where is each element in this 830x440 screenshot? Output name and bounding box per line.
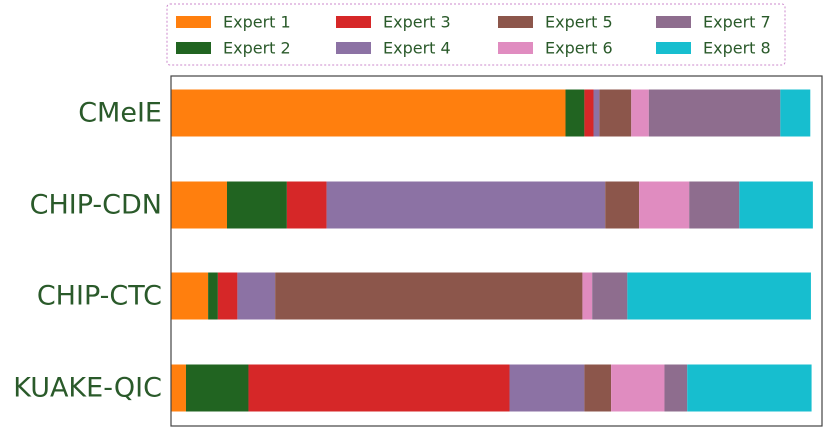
bar-segment-chip-ctc-expert-5 bbox=[275, 272, 583, 320]
y-tick-label: CHIP-CTC bbox=[37, 281, 162, 312]
y-tick-label: KUAKE-QIC bbox=[13, 373, 162, 404]
legend-swatch-expert-5 bbox=[498, 16, 533, 28]
legend-label-expert-2: Expert 2 bbox=[223, 39, 291, 58]
bar-segment-cmeie-expert-5 bbox=[599, 89, 632, 137]
bar-segment-chip-ctc-expert-6 bbox=[582, 272, 593, 320]
bar-segment-cmeie-expert-1 bbox=[171, 89, 566, 137]
bar-segment-kuake-qic-expert-2 bbox=[185, 364, 249, 412]
y-tick-label: CHIP-CDN bbox=[30, 190, 162, 221]
legend: Expert 1 Expert 2 Expert 3 Expert 4 Expert 5… bbox=[166, 3, 786, 66]
bars bbox=[171, 89, 813, 412]
bar-segment-kuake-qic-expert-5 bbox=[584, 364, 612, 412]
legend-swatch-expert-1 bbox=[176, 16, 211, 28]
bar-segment-chip-ctc-expert-1 bbox=[171, 272, 209, 320]
legend-swatch-expert-2 bbox=[176, 42, 211, 54]
bar-segment-kuake-qic-expert-3 bbox=[248, 364, 510, 412]
legend-box bbox=[166, 3, 786, 66]
bar-segment-cmeie-expert-3 bbox=[584, 89, 594, 137]
bar-segment-kuake-qic-expert-6 bbox=[611, 364, 665, 412]
legend-label-expert-7: Expert 7 bbox=[703, 13, 771, 32]
bar-segment-cmeie-expert-6 bbox=[631, 89, 649, 137]
bar-segment-cmeie-expert-8 bbox=[780, 89, 811, 137]
legend-label-expert-4: Expert 4 bbox=[383, 39, 451, 58]
legend-label-expert-8: Expert 8 bbox=[703, 39, 771, 58]
legend-label-expert-5: Expert 5 bbox=[545, 13, 613, 32]
legend-swatch-expert-7 bbox=[656, 16, 691, 28]
legend-swatch-expert-3 bbox=[336, 16, 371, 28]
legend-label-expert-1: Expert 1 bbox=[223, 13, 291, 32]
legend-label-expert-6: Expert 6 bbox=[545, 39, 613, 58]
bar-segment-chip-cdn-expert-7 bbox=[689, 181, 740, 229]
legend-label-expert-3: Expert 3 bbox=[383, 13, 451, 32]
bar-segment-cmeie-expert-2 bbox=[565, 89, 585, 137]
bar-segment-chip-cdn-expert-5 bbox=[605, 181, 640, 229]
bar-segment-chip-cdn-expert-6 bbox=[639, 181, 690, 229]
bar-segment-chip-ctc-expert-7 bbox=[592, 272, 628, 320]
bar-segment-chip-ctc-expert-3 bbox=[217, 272, 238, 320]
bar-segment-chip-cdn-expert-2 bbox=[226, 181, 287, 229]
bar-segment-kuake-qic-expert-7 bbox=[664, 364, 688, 412]
bar-segment-chip-cdn-expert-1 bbox=[171, 181, 227, 229]
bar-segment-kuake-qic-expert-4 bbox=[509, 364, 585, 412]
bar-segment-kuake-qic-expert-1 bbox=[171, 364, 186, 412]
bar-segment-chip-cdn-expert-3 bbox=[286, 181, 327, 229]
bar-segment-chip-ctc-expert-4 bbox=[237, 272, 276, 320]
bar-segment-kuake-qic-expert-8 bbox=[687, 364, 812, 412]
legend-swatch-expert-6 bbox=[498, 42, 533, 54]
bar-segment-cmeie-expert-4 bbox=[593, 89, 600, 137]
axes-frame bbox=[170, 75, 823, 427]
legend-swatch-expert-8 bbox=[656, 42, 691, 54]
bar-segment-chip-cdn-expert-8 bbox=[739, 181, 813, 229]
bar-segment-cmeie-expert-7 bbox=[648, 89, 781, 137]
bar-segment-chip-ctc-expert-2 bbox=[208, 272, 218, 320]
bar-segment-chip-cdn-expert-4 bbox=[326, 181, 606, 229]
legend-swatch-expert-4 bbox=[336, 42, 371, 54]
y-tick-label: CMeIE bbox=[78, 98, 162, 129]
bar-segment-chip-ctc-expert-8 bbox=[627, 272, 811, 320]
y-tick-labels: CMeIE CHIP-CDN CHIP-CTC KUAKE-QIC bbox=[13, 98, 162, 404]
